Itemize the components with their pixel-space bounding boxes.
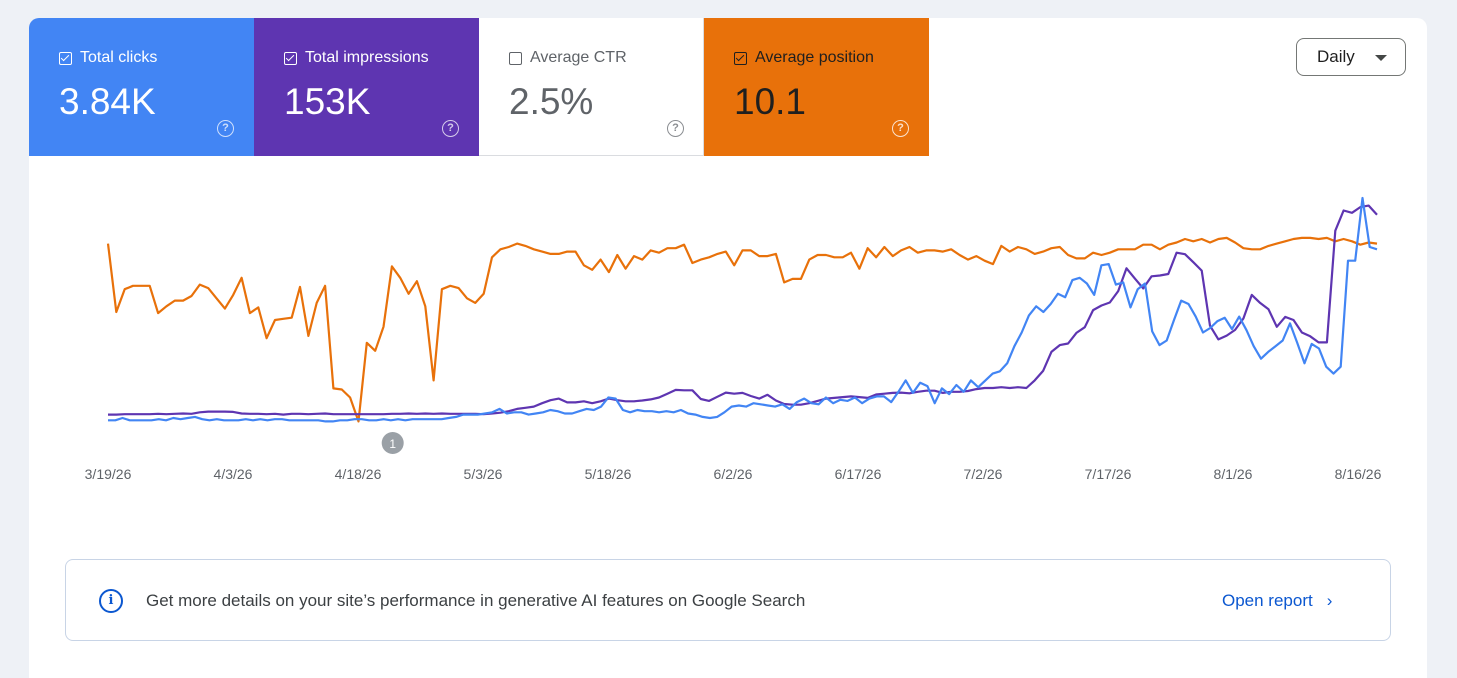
- series-line-average-position: [106, 236, 1378, 423]
- x-tick-label: 6/17/26: [835, 466, 882, 482]
- series-line-total-impressions: [108, 204, 1378, 416]
- x-tick-label: 5/3/26: [464, 466, 503, 482]
- x-tick-label: 4/3/26: [214, 466, 253, 482]
- performance-card: Total clicks 3.84K ? Total impressions 1…: [29, 18, 1427, 678]
- help-icon[interactable]: ?: [667, 120, 684, 137]
- x-tick-label: 4/18/26: [335, 466, 382, 482]
- metric-value: 2.5%: [509, 81, 594, 122]
- metric-value: 153K: [284, 81, 371, 122]
- x-tick-label: 3/19/26: [85, 466, 132, 482]
- dropdown-arrow-icon: [1375, 55, 1387, 61]
- chevron-right-icon: ›: [1326, 591, 1333, 610]
- annotation-marker[interactable]: [381, 432, 404, 454]
- metric-average-position[interactable]: Average position 10.1 ?: [704, 18, 929, 156]
- granularity-value: Daily: [1317, 47, 1355, 66]
- granularity-select[interactable]: Daily: [1296, 38, 1406, 76]
- help-icon[interactable]: ?: [442, 120, 459, 137]
- banner-message: Get more details on your site’s performa…: [146, 591, 806, 610]
- metric-header: Total impressions: [284, 49, 429, 67]
- metric-label: Total clicks: [80, 49, 158, 66]
- metric-value: 10.1: [734, 81, 807, 122]
- metric-total-clicks[interactable]: Total clicks 3.84K ?: [29, 18, 254, 156]
- metric-value: 3.84K: [59, 81, 156, 122]
- metric-label: Average CTR: [530, 49, 627, 66]
- x-tick-label: 8/16/26: [1335, 466, 1382, 482]
- help-icon[interactable]: ?: [217, 120, 234, 137]
- help-icon[interactable]: ?: [892, 120, 909, 137]
- metric-header: Total clicks: [59, 49, 157, 67]
- open-report-link[interactable]: Open report ›: [1222, 591, 1332, 611]
- metric-header: Average CTR: [509, 49, 627, 67]
- metric-header: Average position: [734, 49, 874, 67]
- metric-label: Average position: [755, 49, 874, 66]
- open-report-label: Open report: [1222, 591, 1313, 610]
- checkbox-checked-icon[interactable]: [734, 51, 747, 65]
- performance-chart: 3/19/26 4/3/26 4/18/26 5/3/26 5/18/26 6/2/26 6…: [85, 196, 1382, 482]
- metric-label: Total impressions: [305, 49, 429, 66]
- annotation-label: 1: [389, 437, 396, 451]
- checkbox-checked-icon[interactable]: [59, 51, 72, 65]
- checkbox-checked-icon[interactable]: [284, 51, 297, 65]
- x-tick-label: 7/17/26: [1085, 466, 1132, 482]
- checkbox-unchecked-icon[interactable]: [509, 51, 522, 65]
- info-icon: i: [99, 589, 123, 613]
- x-tick-label: 8/1/26: [1214, 466, 1253, 482]
- x-tick-label: 5/18/26: [585, 466, 632, 482]
- x-tick-label: 6/2/26: [714, 466, 753, 482]
- metric-total-impressions[interactable]: Total impressions 153K ?: [254, 18, 479, 156]
- metric-average-ctr[interactable]: Average CTR 2.5% ?: [479, 18, 704, 156]
- x-tick-label: 7/2/26: [964, 466, 1003, 482]
- metric-tabs: Total clicks 3.84K ? Total impressions 1…: [29, 18, 929, 156]
- ai-features-banner: i Get more details on your site’s perfor…: [65, 559, 1391, 641]
- series-line-total-clicks: [108, 196, 1378, 423]
